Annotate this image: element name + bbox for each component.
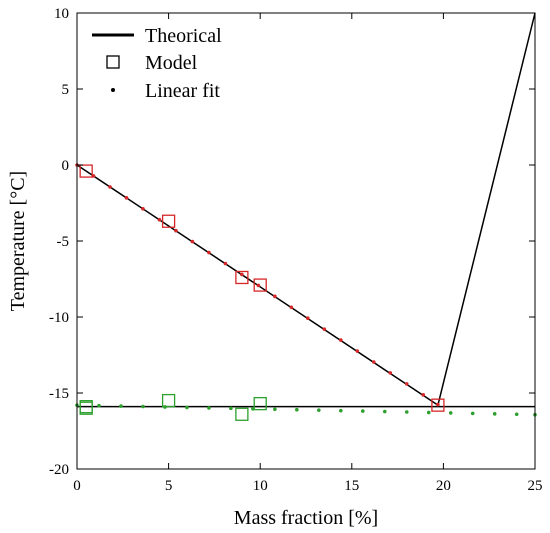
axis-ticks: 0 5 10 15 20 25 -20 -15 -10 -5 0 5 10 (49, 6, 543, 494)
y-tick-label: -20 (49, 462, 69, 478)
y-tick-label: -15 (49, 386, 69, 402)
x-tick-label: 0 (73, 478, 81, 494)
model-marker (235, 270, 249, 285)
linear-fit-point (97, 403, 101, 408)
linear-fit-point (157, 217, 162, 222)
linear-fit-point (514, 412, 519, 417)
y-tick-label: 5 (62, 82, 70, 98)
legend-label: Linear fit (145, 80, 220, 102)
x-tick-label: 20 (436, 478, 451, 494)
linear-fit-point (421, 393, 426, 397)
linear-fit-point (382, 409, 387, 414)
linear-fit-point (141, 206, 145, 211)
linear-fit-point (448, 411, 453, 415)
model-marker (161, 214, 176, 228)
linear-fit-point (404, 410, 409, 414)
linear-fit-point (207, 406, 211, 410)
linear-fit-point (273, 407, 277, 412)
linear-fit-point (322, 327, 327, 331)
linear-fit-point (492, 412, 497, 416)
linear-fit-point (124, 196, 129, 200)
x-tick-label: 10 (253, 478, 268, 494)
legend-dot-swatch (111, 88, 115, 92)
linear-fit-point (355, 349, 360, 353)
legend: Theorical Model Linear fit (92, 25, 222, 102)
linear-fit-point (339, 338, 343, 342)
model-marker (79, 400, 93, 414)
linear-fit-point (295, 407, 299, 412)
linear-fit-point (251, 407, 255, 411)
y-tick-label: -5 (57, 234, 70, 250)
linear-fit-point (256, 283, 261, 288)
linear-fit-point (470, 411, 475, 416)
model-marker (253, 278, 267, 292)
model-marker (79, 164, 93, 178)
linear-fit-point (190, 239, 195, 244)
y-axis-label: Temperature [°C] (7, 171, 29, 311)
linear-fit-point (360, 409, 365, 413)
model-marker (253, 396, 267, 411)
linear-fit-point (185, 405, 189, 410)
linear-fit-point (163, 405, 167, 409)
y-tick-label: 0 (62, 158, 70, 174)
linear-fit-point (174, 228, 178, 233)
linear-fit-point (207, 250, 211, 255)
linear-fit-point (317, 408, 321, 412)
linear-fit-point (404, 382, 409, 386)
linear-fit-point (371, 360, 376, 364)
legend-label: Model (145, 52, 198, 74)
linear-fit-point (223, 261, 228, 266)
model-marker (235, 407, 249, 421)
linear-fit-point (306, 316, 310, 321)
linear-fit-point (240, 272, 244, 277)
linear-fit-point (141, 404, 145, 409)
plot-marks (75, 12, 537, 421)
linear-fit-point (436, 402, 440, 407)
linear-fit-point (289, 305, 294, 310)
linear-fit-point (91, 174, 96, 178)
x-axis-label: Mass fraction [%] (234, 507, 378, 529)
linear-fit-point (388, 371, 393, 375)
legend-label: Theorical (145, 25, 222, 47)
linear-fit-point (273, 294, 277, 299)
linear-fit-point (426, 410, 431, 415)
x-tick-label: 5 (165, 478, 173, 494)
x-tick-label: 15 (344, 478, 359, 494)
y-tick-label: -10 (49, 310, 69, 326)
x-tick-label: 25 (528, 478, 543, 494)
linear-fit-point (229, 406, 233, 411)
model-marker (431, 398, 445, 412)
linear-fit-point (108, 185, 112, 189)
linear-fit-point (119, 404, 123, 408)
linear-fit-point (339, 408, 343, 413)
y-tick-label: 10 (54, 6, 69, 22)
legend-square-swatch (106, 55, 120, 69)
model-marker (161, 393, 176, 408)
